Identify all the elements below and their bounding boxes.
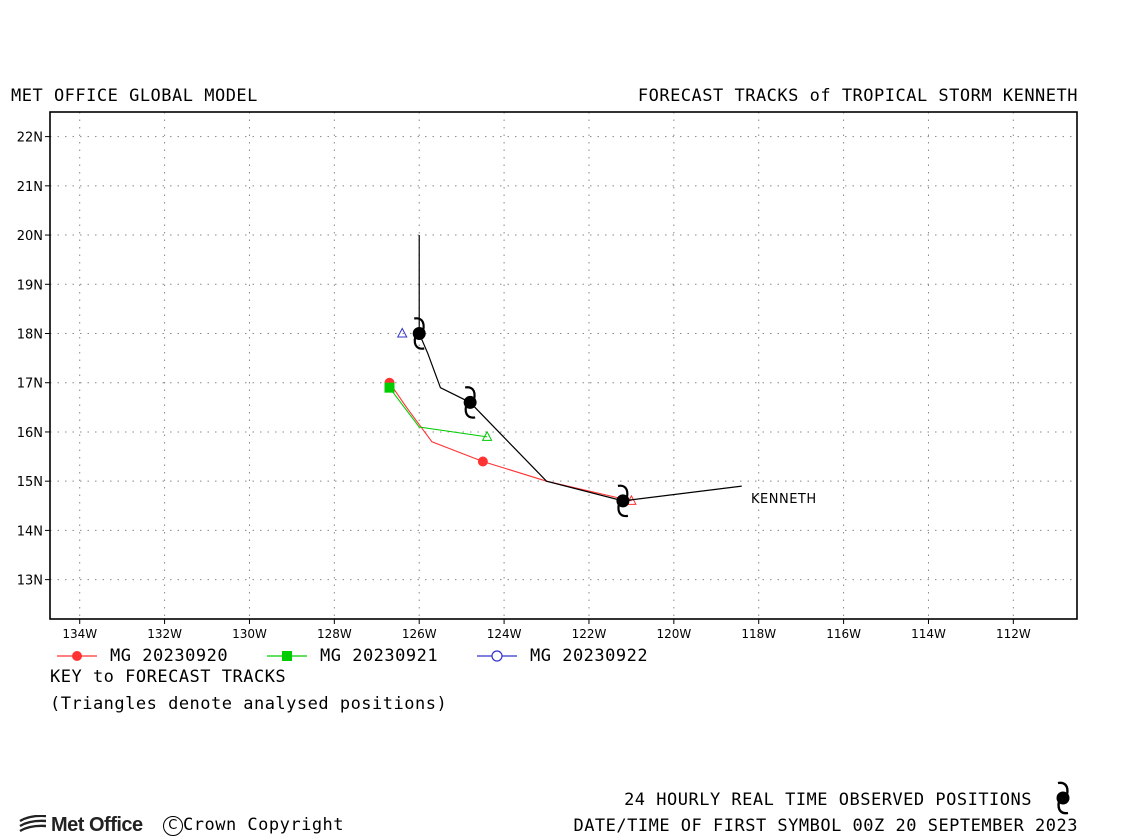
copyright-text: C Crown Copyright	[163, 815, 344, 836]
met-office-logo-icon	[19, 815, 47, 833]
analysed-triangle-mg-20230921	[481, 430, 493, 441]
x-tick-label: 122W	[572, 627, 607, 641]
observed-positions-text: 24 HOURLY REAL TIME OBSERVED POSITIONS	[624, 790, 1032, 810]
legend-label-20230920: MG 20230920	[110, 646, 229, 666]
marker-mg-20230920	[477, 456, 488, 467]
y-tick-label: 15N	[17, 475, 43, 490]
y-tick-label: 20N	[17, 229, 43, 244]
legend-symbols	[57, 650, 517, 662]
y-tick-label: 17N	[17, 377, 43, 392]
copyright-icon: C	[163, 816, 183, 836]
y-tick-label: 13N	[17, 574, 43, 589]
legend-marker-20230921	[282, 651, 292, 661]
met-office-logo-text: Met Office	[51, 813, 143, 836]
left-title: MET OFFICE GLOBAL MODEL	[11, 86, 258, 106]
axis-ticks: 134W 132W 130W 128W 126W 124W 122W 120W 118W 116W…	[17, 131, 1031, 641]
x-tick-label: 134W	[62, 627, 97, 641]
analysed-triangle-mg-20230922	[396, 327, 408, 338]
x-tick-label: 124W	[487, 627, 522, 641]
x-tick-label: 128W	[317, 627, 352, 641]
plot-frame	[49, 111, 1078, 620]
observed-storm-symbol	[463, 386, 477, 419]
storm-name-label: KENNETH	[751, 492, 817, 507]
legend-label-20230921: MG 20230921	[320, 646, 439, 666]
x-tick-label: 130W	[232, 627, 267, 641]
first-symbol-datetime: DATE/TIME OF FIRST SYMBOL 00Z 20 SEPTEMB…	[573, 816, 1078, 836]
y-tick-label: 22N	[17, 131, 43, 146]
x-tick-label: 118W	[741, 627, 776, 641]
y-tick-label: 19N	[17, 278, 43, 293]
x-tick-label: 126W	[402, 627, 437, 641]
observed-track	[418, 235, 742, 502]
observed-storm-symbol	[412, 317, 426, 350]
y-tick-label: 18N	[17, 328, 43, 343]
y-tick-label: 14N	[17, 524, 43, 539]
track-mg-20230920	[389, 382, 632, 502]
marker-mg-20230921	[384, 382, 395, 393]
x-tick-label: 112W	[996, 627, 1031, 641]
legend-label-20230922: MG 20230922	[530, 646, 649, 666]
x-tick-label: 114W	[911, 627, 946, 641]
grid-lines	[50, 112, 1077, 619]
legend-marker-20230920	[72, 651, 82, 661]
legend-marker-20230922	[491, 650, 503, 662]
y-tick-label: 21N	[17, 180, 43, 195]
x-tick-label: 132W	[147, 627, 182, 641]
met-office-logo: Met Office	[18, 812, 143, 838]
track-mg-20230921	[389, 387, 488, 438]
x-tick-label: 120W	[656, 627, 691, 641]
legend-key-title: KEY to FORECAST TRACKS	[50, 667, 287, 687]
observed-storm-symbol	[616, 484, 630, 518]
x-tick-label: 116W	[826, 627, 861, 641]
hurricane-symbol-icon	[1056, 781, 1070, 815]
tracks	[384, 235, 742, 518]
y-tick-label: 16N	[17, 426, 43, 441]
legend-note: (Triangles denote analysed positions)	[50, 694, 448, 714]
copyright-label: Crown Copyright	[183, 815, 345, 835]
right-title: FORECAST TRACKS of TROPICAL STORM KENNET…	[637, 86, 1078, 106]
